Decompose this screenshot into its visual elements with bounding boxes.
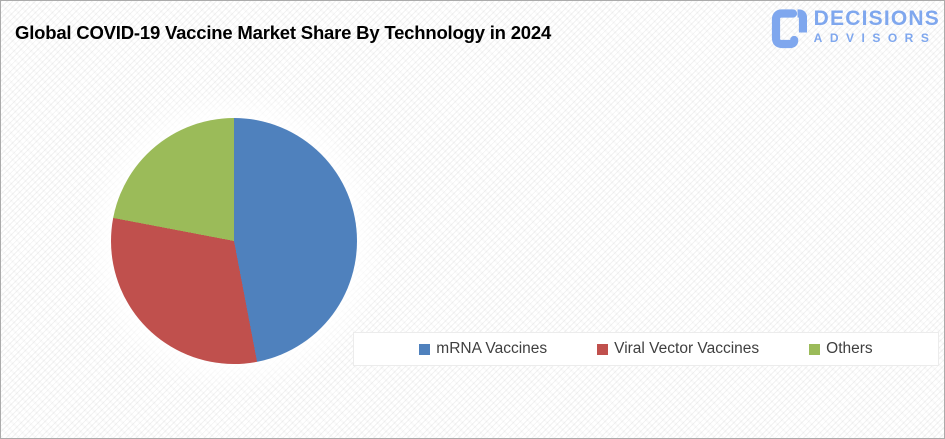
legend-label: Others bbox=[826, 340, 873, 357]
legend-item: Viral Vector Vaccines bbox=[597, 340, 759, 358]
legend-swatch bbox=[809, 343, 821, 355]
legend-label: mRNA Vaccines bbox=[436, 340, 548, 357]
legend-swatch bbox=[419, 343, 431, 355]
brand-logo: DECISIONS ADVISORS bbox=[771, 7, 940, 50]
pie-chart bbox=[111, 118, 357, 364]
brand-tagline: ADVISORS bbox=[813, 31, 937, 46]
decisions-advisors-logo-icon bbox=[771, 9, 807, 49]
legend-item: mRNA Vaccines bbox=[419, 340, 547, 358]
chart-title: Global COVID-19 Vaccine Market Share By … bbox=[15, 22, 552, 43]
legend: mRNA Vaccines Viral Vector Vaccines Othe… bbox=[353, 332, 939, 366]
brand-name: DECISIONS bbox=[813, 7, 940, 30]
legend-item: Others bbox=[809, 340, 873, 358]
legend-label: Viral Vector Vaccines bbox=[614, 340, 760, 357]
legend-swatch bbox=[597, 343, 609, 355]
brand-logo-text: DECISIONS ADVISORS bbox=[814, 7, 940, 45]
